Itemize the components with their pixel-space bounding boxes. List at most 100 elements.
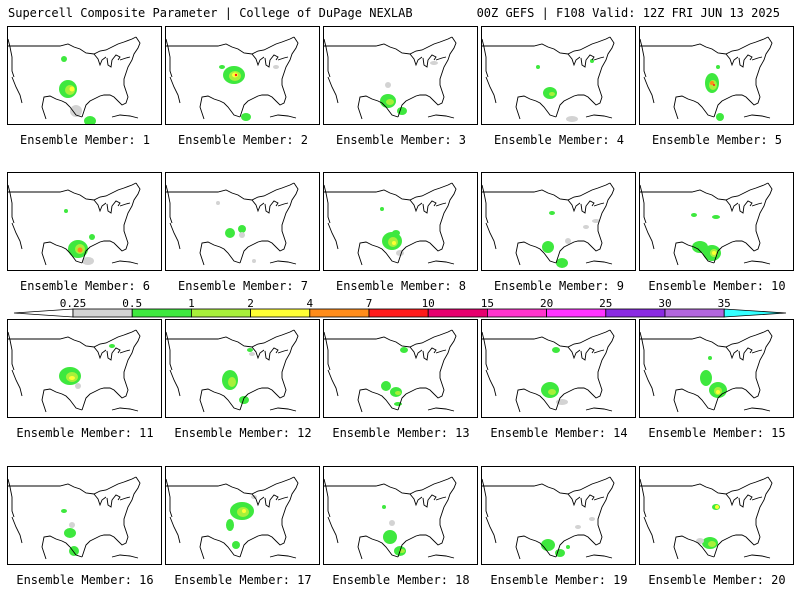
scp-contour-area xyxy=(549,92,555,96)
map-outline xyxy=(324,184,331,224)
scp-contour-area xyxy=(84,116,96,124)
scp-contour-area xyxy=(381,381,391,391)
map-outline xyxy=(239,182,299,264)
scp-contour-area xyxy=(575,525,581,529)
map-outline xyxy=(640,331,647,371)
map-outline xyxy=(567,493,605,508)
map-outline xyxy=(515,241,557,266)
map-outline xyxy=(324,478,331,518)
ensemble-member-label: Ensemble Member: 1 xyxy=(19,133,151,147)
colorbar-segment xyxy=(486,308,547,318)
map-outline xyxy=(41,535,83,560)
map-outline xyxy=(567,53,605,68)
ensemble-member-map xyxy=(481,319,636,418)
scp-contour-area xyxy=(61,56,67,62)
colorbar-tick-label: 35 xyxy=(717,297,731,310)
map-outline xyxy=(324,331,331,371)
scp-contour-area xyxy=(715,505,719,509)
map-outline xyxy=(166,476,295,495)
ensemble-member-label: Ensemble Member: 10 xyxy=(648,279,786,293)
scp-contour-area xyxy=(249,352,255,356)
map-outline xyxy=(357,95,399,120)
map-outline xyxy=(640,478,647,518)
ensemble-member-label: Ensemble Member: 7 xyxy=(177,279,309,293)
scp-contour-area xyxy=(69,86,75,92)
map-outline xyxy=(482,38,489,78)
ensemble-member-map xyxy=(639,466,794,565)
scp-contour-area xyxy=(713,84,715,86)
ensemble-member-label: Ensemble Member: 12 xyxy=(174,426,312,440)
map-outline xyxy=(41,95,83,120)
colorbar-tick-label: 4 xyxy=(306,297,314,310)
scp-contour-area xyxy=(273,65,279,69)
map-outline xyxy=(409,199,447,214)
ensemble-member-map xyxy=(165,172,320,271)
map-outline xyxy=(239,476,299,558)
map-outline xyxy=(324,38,331,78)
map-outline xyxy=(8,331,15,371)
map-outline xyxy=(427,260,455,265)
conus-map xyxy=(482,476,615,560)
scp-contour-area xyxy=(392,241,396,245)
conus-map xyxy=(8,182,141,266)
scp-contour-area xyxy=(109,344,115,348)
map-outline xyxy=(166,38,173,78)
map-outline xyxy=(269,554,297,559)
map-outline xyxy=(485,222,497,250)
colorbar-segment xyxy=(131,308,192,318)
colorbar-segment xyxy=(250,308,311,318)
map-outline xyxy=(269,260,297,265)
scp-contour-area xyxy=(592,219,600,223)
map-outline xyxy=(567,346,605,361)
map-outline xyxy=(409,53,447,68)
scp-contour-area xyxy=(583,225,589,229)
scp-contour-area xyxy=(82,257,94,265)
ensemble-member-map xyxy=(7,172,162,271)
conus-map xyxy=(482,182,615,268)
map-outline xyxy=(199,388,241,413)
ensemble-member-label: Ensemble Member: 13 xyxy=(332,426,470,440)
ensemble-member-map xyxy=(323,172,478,271)
map-outline xyxy=(8,36,137,55)
scp-contour-area xyxy=(383,530,397,544)
map-outline xyxy=(81,476,141,558)
map-outline xyxy=(327,369,339,397)
map-outline xyxy=(169,76,181,104)
map-outline xyxy=(515,95,557,120)
scp-contour-area xyxy=(549,211,555,215)
colorbar-segment xyxy=(190,308,251,318)
map-outline xyxy=(41,241,83,266)
map-outline xyxy=(169,516,181,544)
colorbar-segment xyxy=(368,308,429,318)
scp-contour-area xyxy=(69,522,75,528)
map-outline xyxy=(239,329,299,411)
ensemble-member-map xyxy=(7,319,162,418)
map-outline xyxy=(482,331,489,371)
map-outline xyxy=(409,493,447,508)
ensemble-member-label: Ensemble Member: 4 xyxy=(493,133,625,147)
map-outline xyxy=(397,182,457,264)
map-outline xyxy=(397,36,457,118)
run-valid-time: 00Z GEFS | F108 Valid: 12Z FRI JUN 13 20… xyxy=(476,6,780,20)
scp-contour-area xyxy=(225,228,235,238)
map-outline xyxy=(81,182,141,264)
scp-contour-area xyxy=(552,347,560,353)
ensemble-member-label: Ensemble Member: 20 xyxy=(648,573,786,587)
colorbar-tick-label: 25 xyxy=(599,297,613,310)
scp-contour-area xyxy=(548,389,556,395)
scp-contour-area xyxy=(247,348,253,352)
scp-contour-area xyxy=(400,347,408,353)
map-outline xyxy=(166,36,295,55)
map-outline xyxy=(427,407,455,412)
map-outline xyxy=(673,95,715,120)
map-outline xyxy=(357,535,399,560)
scp-contour-area xyxy=(64,209,68,213)
ensemble-member-label: Ensemble Member: 18 xyxy=(332,573,470,587)
map-outline xyxy=(555,36,615,118)
map-outline xyxy=(8,329,137,348)
map-outline xyxy=(643,516,655,544)
map-outline xyxy=(585,407,613,412)
scp-contour-area xyxy=(385,82,391,88)
map-outline xyxy=(555,329,615,411)
map-outline xyxy=(324,476,453,495)
